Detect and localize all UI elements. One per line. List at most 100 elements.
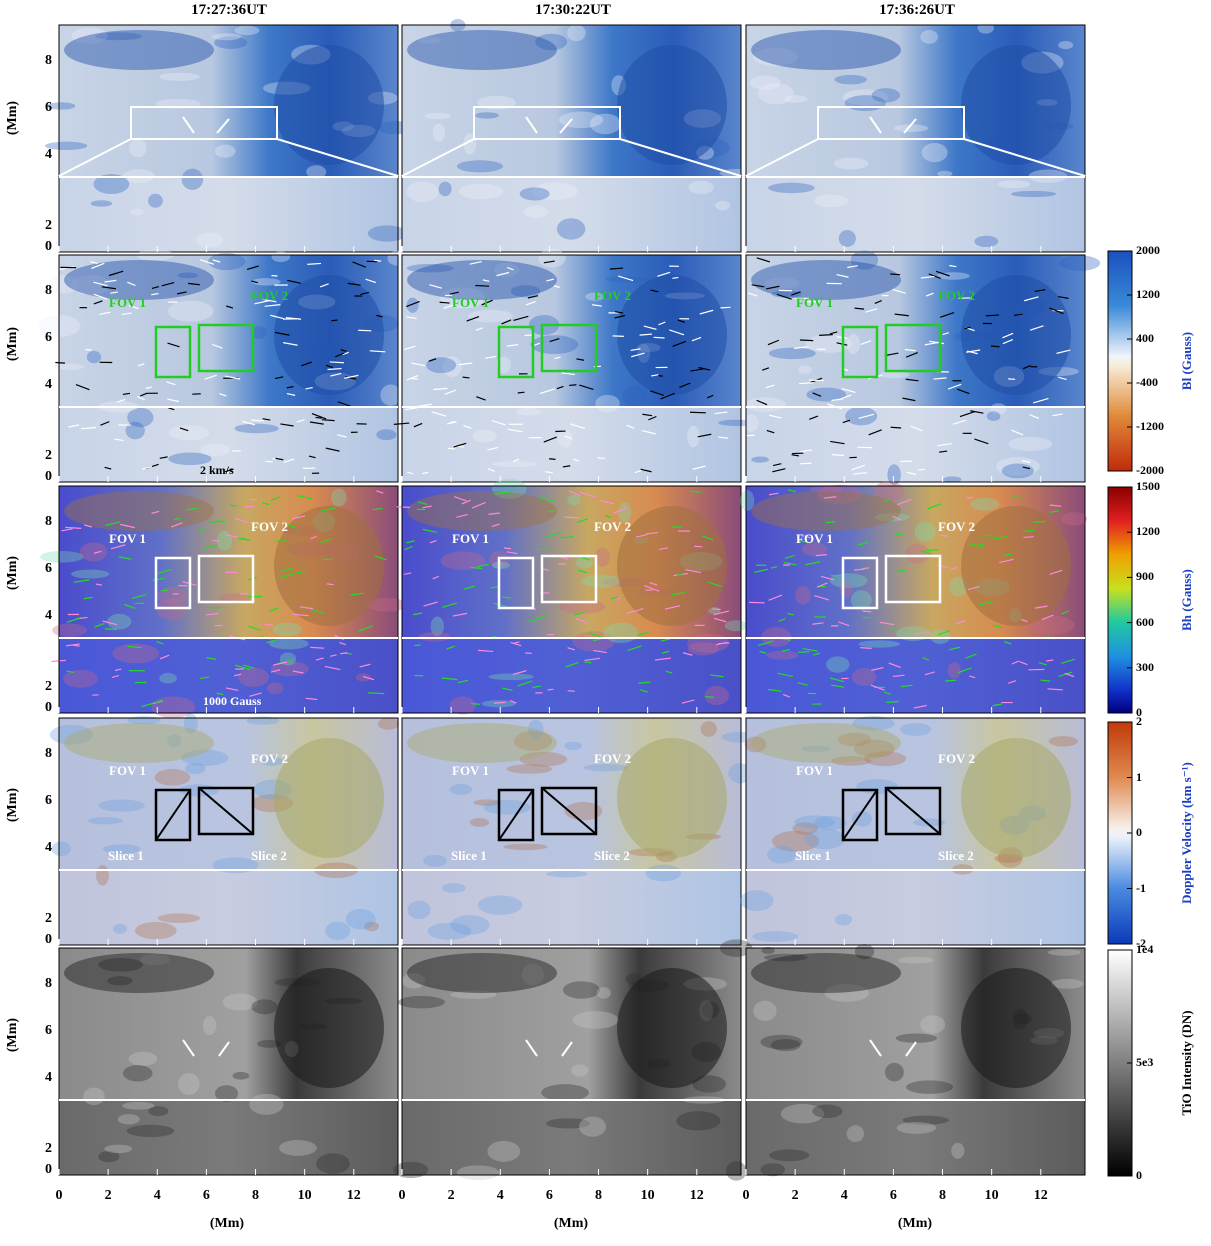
y-tick-row5-bottom-1: 0 bbox=[45, 1162, 52, 1177]
y-tick-row1-top-1: 6 bbox=[45, 100, 52, 115]
row4-fov2-label-1: FOV 2 bbox=[251, 751, 288, 766]
y-tick-row2-top-1: 6 bbox=[45, 330, 52, 345]
row1-panel-2 bbox=[401, 18, 756, 253]
time-title-1: 17:27:36UT bbox=[191, 2, 267, 18]
y-tick-row1-bottom-1: 0 bbox=[45, 239, 52, 254]
y-tick-row2-bottom-0: 2 bbox=[45, 448, 52, 463]
colorbar-1-tick-5: -2000 bbox=[1136, 463, 1164, 477]
x-tick-col3-5: 10 bbox=[984, 1188, 999, 1203]
y-axis-label-row3: (Mm) bbox=[5, 555, 21, 591]
y-tick-row5-top-2: 4 bbox=[45, 1070, 52, 1085]
row2-fov2-label-3: FOV 2 bbox=[938, 288, 975, 303]
x-tick-col1-0: 0 bbox=[55, 1188, 63, 1203]
colorbar-4-tick-1: 5e3 bbox=[1136, 1055, 1154, 1069]
row3-panel-1 bbox=[40, 485, 408, 719]
colorbar-2-tick-2: 900 bbox=[1136, 569, 1154, 584]
y-tick-row3-top-2: 4 bbox=[45, 608, 52, 623]
y-tick-row5-top-1: 6 bbox=[45, 1023, 52, 1038]
y-tick-row1-bottom-0: 2 bbox=[45, 218, 52, 233]
colorbar-1-tick-3: -400 bbox=[1136, 375, 1158, 389]
x-tick-col2-2: 4 bbox=[496, 1188, 504, 1203]
row4-panel-3 bbox=[739, 716, 1086, 946]
y-tick-row2-top-2: 4 bbox=[45, 377, 52, 392]
row3-fov2-label-1: FOV 2 bbox=[251, 519, 288, 534]
y-axis-label-row2: (Mm) bbox=[5, 326, 21, 362]
colorbar-1-label: Bl (Gauss) bbox=[1179, 331, 1194, 391]
y-tick-row2-top-0: 8 bbox=[45, 283, 52, 298]
row5-panel-2 bbox=[393, 939, 753, 1181]
y-tick-row1-top-0: 8 bbox=[45, 53, 52, 68]
row2-panel-1 bbox=[38, 249, 408, 483]
row3-fov1-label-2: FOV 1 bbox=[452, 531, 489, 546]
row2-fov2-label-1: FOV 2 bbox=[251, 288, 288, 303]
colorbar-4-tick-2: 0 bbox=[1136, 1168, 1142, 1182]
colorbar-2-tick-5: 0 bbox=[1136, 705, 1142, 719]
time-title-3: 17:36:26UT bbox=[879, 2, 955, 18]
row3-panel-2 bbox=[396, 478, 748, 715]
row4-fov1-label-3: FOV 1 bbox=[796, 763, 833, 778]
colorbar-4-tick-0: 1e4 bbox=[1136, 942, 1154, 956]
row3-fov2-label-3: FOV 2 bbox=[938, 519, 975, 534]
colorbar-1-tick-1: 1200 bbox=[1136, 287, 1160, 301]
y-tick-row5-top-0: 8 bbox=[45, 976, 52, 991]
y-tick-row4-top-0: 8 bbox=[45, 746, 52, 761]
row5-panel-3 bbox=[745, 944, 1086, 1177]
colorbar-3-label: Doppler Velocity (km s⁻¹) bbox=[1179, 762, 1194, 904]
y-tick-row4-bottom-1: 0 bbox=[45, 932, 52, 947]
row4-fov2-label-3: FOV 2 bbox=[938, 751, 975, 766]
row5-panel-1 bbox=[58, 947, 399, 1176]
x-tick-col3-6: 12 bbox=[1033, 1188, 1048, 1203]
x-tick-col2-4: 8 bbox=[595, 1188, 603, 1203]
row3-fov1-label-3: FOV 1 bbox=[796, 531, 833, 546]
x-tick-col3-0: 0 bbox=[742, 1188, 750, 1203]
row3-panel-3 bbox=[740, 480, 1088, 714]
row4-panel-1 bbox=[49, 713, 400, 946]
x-tick-col1-4: 8 bbox=[252, 1188, 260, 1203]
colorbar-4-label: TiO Intensity (DN) bbox=[1179, 1010, 1194, 1116]
row4-panel-2 bbox=[401, 717, 759, 946]
colorbar-3-tick-2: 0 bbox=[1136, 825, 1142, 839]
x-tick-col2-6: 12 bbox=[689, 1188, 704, 1203]
row2-fov2-label-2: FOV 2 bbox=[594, 288, 631, 303]
slice1-label-1: Slice 1 bbox=[108, 848, 144, 863]
row1-panel-3 bbox=[745, 22, 1086, 253]
colorbar-3-tick-0: 2 bbox=[1136, 714, 1142, 728]
y-tick-row3-bottom-0: 2 bbox=[45, 679, 52, 694]
slice2-label-3: Slice 2 bbox=[938, 848, 974, 863]
x-tick-col1-5: 10 bbox=[297, 1188, 312, 1203]
x-tick-col3-2: 4 bbox=[840, 1188, 848, 1203]
x-axis-label-2: (Mm) bbox=[553, 1216, 589, 1231]
row2-fov1-label-2: FOV 1 bbox=[452, 295, 489, 310]
row2-fov1-label-1: FOV 1 bbox=[109, 295, 146, 310]
colorbar-2-tick-0: 1500 bbox=[1136, 479, 1160, 493]
colorbar-2-tick-3: 600 bbox=[1136, 614, 1154, 629]
x-tick-col2-5: 10 bbox=[640, 1188, 655, 1203]
x-tick-col2-0: 0 bbox=[398, 1188, 406, 1203]
colorbar-3-tick-1: 1 bbox=[1136, 769, 1142, 784]
colorbar-3-tick-3: -1 bbox=[1136, 880, 1146, 895]
slice1-label-3: Slice 1 bbox=[795, 848, 831, 863]
x-tick-col1-6: 12 bbox=[346, 1188, 361, 1203]
y-axis-label-row1: (Mm) bbox=[5, 100, 21, 136]
row3-scale-label: 1000 Gauss bbox=[203, 694, 262, 708]
row2-fov1-label-3: FOV 1 bbox=[796, 295, 833, 310]
row1-panel-1 bbox=[44, 24, 412, 253]
colorbar-1-tick-2: 400 bbox=[1136, 331, 1154, 345]
x-tick-col3-4: 8 bbox=[939, 1188, 947, 1203]
y-tick-row1-top-2: 4 bbox=[45, 147, 52, 162]
y-tick-row4-top-1: 6 bbox=[45, 793, 52, 808]
row3-fov2-label-2: FOV 2 bbox=[594, 519, 631, 534]
y-tick-row2-bottom-1: 0 bbox=[45, 469, 52, 484]
slice2-label-2: Slice 2 bbox=[594, 848, 630, 863]
x-tick-col1-1: 2 bbox=[104, 1188, 112, 1203]
y-tick-row4-top-2: 4 bbox=[45, 840, 52, 855]
row4-fov2-label-2: FOV 2 bbox=[594, 751, 631, 766]
x-tick-col3-1: 2 bbox=[791, 1188, 799, 1203]
x-axis-label-3: (Mm) bbox=[897, 1216, 933, 1231]
colorbar-1-tick-0: 2000 bbox=[1136, 243, 1160, 257]
colorbar-1 bbox=[1107, 250, 1133, 472]
row4-fov1-label-1: FOV 1 bbox=[109, 763, 146, 778]
y-axis-label-row5: (Mm) bbox=[5, 1017, 21, 1053]
y-axis-label-row4: (Mm) bbox=[5, 787, 21, 823]
colorbar-3-tick-4: -2 bbox=[1136, 936, 1146, 950]
